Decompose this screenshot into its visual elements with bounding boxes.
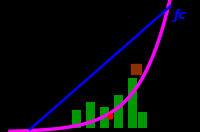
Bar [128, 78, 136, 128]
Bar [86, 102, 95, 128]
Bar [72, 110, 81, 128]
Bar [100, 107, 108, 128]
Bar [138, 112, 146, 128]
Text: ƒc: ƒc [174, 9, 186, 22]
Bar [114, 95, 122, 128]
